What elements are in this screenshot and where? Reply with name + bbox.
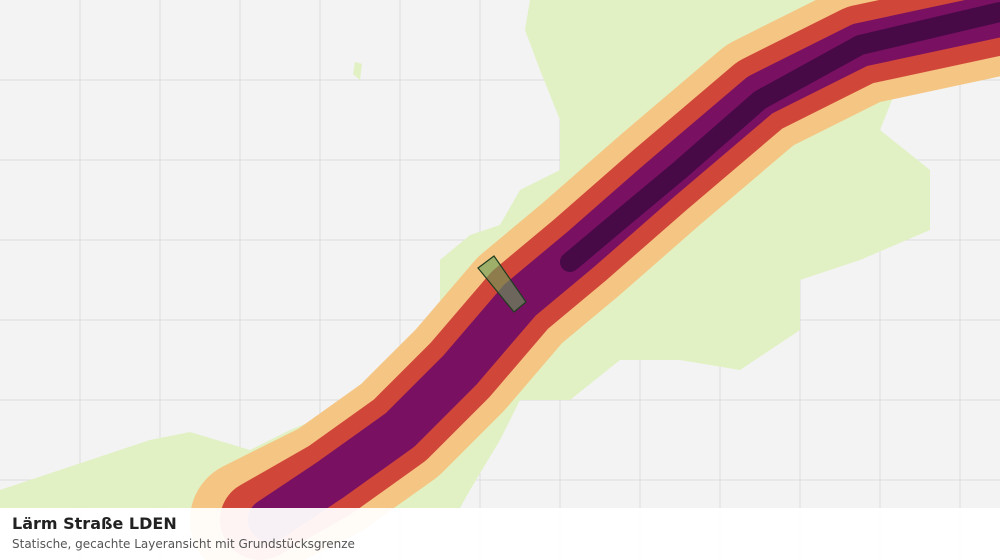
noise-zone-max: [560, 2, 1000, 272]
layer-subtitle: Statische, gecachte Layeransicht mit Gru…: [12, 537, 355, 551]
noise-bands: [190, 0, 1000, 560]
layer-title: Lärm Straße LDEN: [12, 514, 177, 533]
parcel-boundary[interactable]: [477, 255, 527, 313]
legend-footer: Lärm Straße LDEN Statische, gecachte Lay…: [0, 508, 1000, 560]
